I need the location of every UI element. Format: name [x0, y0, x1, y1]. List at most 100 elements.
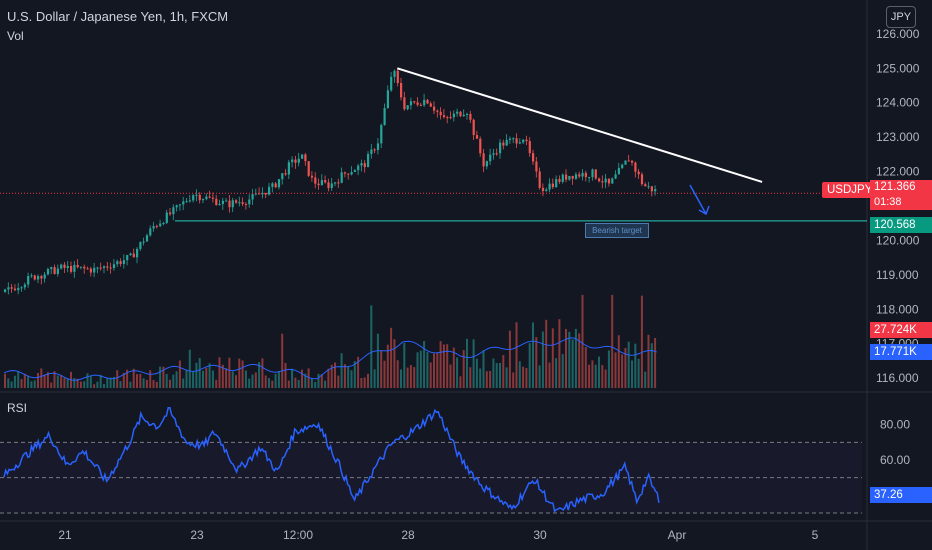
candle-body	[122, 260, 125, 264]
currency-button[interactable]: JPY	[886, 6, 916, 28]
volume-bar	[588, 364, 591, 388]
candle-body	[518, 142, 521, 144]
candle-body	[419, 104, 422, 106]
candle-body	[456, 111, 459, 114]
candle-body	[469, 113, 472, 120]
candle-body	[66, 265, 69, 268]
volume-bar	[640, 295, 643, 388]
candle-body	[647, 186, 650, 188]
volume-bar	[343, 364, 346, 388]
volume-bar	[568, 331, 571, 388]
candle-body	[406, 105, 409, 110]
candle-body	[116, 261, 119, 265]
volume-bar	[654, 337, 657, 388]
volume-bar	[591, 360, 594, 388]
volume-bar	[406, 367, 409, 388]
candle-body	[525, 139, 528, 142]
volume-bar	[561, 354, 564, 388]
candle-body	[221, 200, 224, 205]
candle-body	[413, 101, 416, 103]
candle-body	[89, 268, 92, 273]
volume-bar	[340, 353, 343, 388]
candle-body	[145, 235, 149, 242]
drawing-lines[interactable]	[0, 67, 867, 222]
candle-body	[139, 241, 142, 249]
volume-bar	[136, 374, 138, 388]
candle-body	[631, 160, 634, 163]
volume-bar	[604, 369, 607, 388]
volume-bar	[96, 381, 99, 388]
candle-body	[538, 171, 541, 188]
candle-body	[330, 183, 333, 189]
volume-bar	[512, 372, 515, 388]
candle-body	[386, 90, 389, 109]
price-tick-label: 126.000	[876, 27, 920, 41]
candle-body	[50, 267, 53, 270]
volume-bar	[380, 350, 383, 388]
volume-ma-value-tag: 17.771K	[870, 344, 932, 360]
candle-body	[571, 175, 574, 179]
volume-bar	[142, 378, 145, 388]
volume-bar	[598, 356, 600, 388]
candle-body	[426, 99, 429, 104]
volume-bar	[46, 372, 49, 388]
volume-bar	[459, 376, 462, 388]
candle-body	[192, 195, 195, 201]
volume-bar	[60, 375, 63, 388]
volume-bar	[225, 368, 228, 388]
price-tick-label: 122.000	[876, 165, 920, 179]
volume-bar	[360, 377, 363, 388]
volume-bar	[235, 375, 237, 388]
candle-body	[400, 82, 403, 98]
volume-bar	[607, 350, 610, 388]
candle-body	[528, 141, 531, 154]
candle-body	[159, 223, 162, 227]
volume-bar	[175, 371, 178, 388]
volume-bar	[508, 330, 511, 388]
candle-body	[574, 174, 578, 179]
candle-body	[614, 174, 617, 179]
price-tick-label: 119.000	[876, 268, 919, 282]
candle-body	[588, 177, 591, 179]
candle-body	[235, 200, 238, 203]
volume-bar	[439, 341, 442, 388]
volume-bar	[347, 366, 350, 388]
annotation-note[interactable]: Bearish target	[585, 223, 649, 238]
volume-bar	[522, 366, 525, 388]
candle-body	[17, 288, 20, 291]
volume-bar	[327, 368, 330, 388]
volume-bar	[436, 352, 439, 388]
candle-body	[436, 110, 439, 112]
volume-bar	[106, 378, 109, 388]
volume-bar	[258, 362, 261, 388]
candle-body	[409, 101, 413, 106]
volume-bar	[198, 357, 201, 388]
candle-body	[433, 106, 436, 111]
candle-body	[218, 204, 221, 206]
time-tick-label: 21	[58, 528, 72, 542]
candle-body	[73, 264, 76, 272]
candle-body	[568, 175, 571, 180]
candle-body	[449, 117, 452, 119]
rsi-tick-label: 80.00	[880, 418, 910, 432]
volume-bar	[248, 378, 251, 388]
candle-body	[502, 142, 505, 146]
candle-body	[466, 113, 469, 115]
candle-body	[532, 153, 535, 162]
candle-body	[489, 154, 492, 162]
candle-body	[149, 228, 152, 236]
candle-body	[535, 161, 538, 172]
candle-body	[27, 276, 30, 285]
rsi-pane	[0, 407, 862, 514]
candle-body	[650, 186, 653, 192]
candle-body	[83, 266, 86, 269]
volume-bar	[215, 379, 218, 388]
volume-bar	[324, 380, 327, 388]
volume-bar	[284, 362, 287, 388]
candle-body	[314, 177, 317, 184]
volume-bar	[353, 361, 356, 388]
volume-value-tag: 27.724K	[870, 322, 932, 338]
candle-body	[492, 153, 495, 155]
volume-bar	[10, 381, 13, 388]
